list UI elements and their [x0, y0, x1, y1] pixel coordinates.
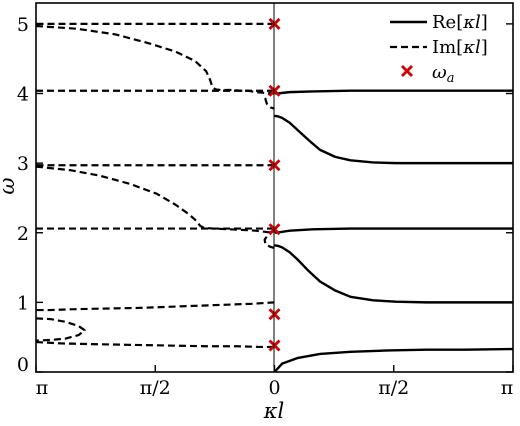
re-branch-1: [274, 244, 513, 304]
im-branch-10: [35, 165, 275, 234]
legend: Re[κl] Im[κl] ωa: [390, 12, 488, 86]
x-tick-label-3: π/2: [378, 377, 409, 399]
x-tick-label-0: π: [36, 377, 49, 399]
y-tick-label-4: 4: [17, 84, 29, 106]
legend-entry-re: Re[κl]: [390, 12, 488, 33]
x-tick-label-4: π: [501, 377, 514, 399]
y-tick-label-3: 3: [17, 153, 29, 175]
x-tick-label-1: π/2: [140, 377, 171, 399]
legend-omega-var: ω: [432, 62, 447, 83]
y-tick-label-5: 5: [17, 14, 29, 36]
x-axis-label: κl: [263, 399, 285, 423]
x-tick-label-2: 0: [268, 377, 280, 399]
y-tick-label-1: 1: [17, 292, 29, 314]
y-tick-label-2: 2: [17, 223, 29, 245]
im-branch-14: [35, 317, 86, 342]
legend-im-end: ]: [481, 37, 488, 58]
re-branch-3: [274, 114, 513, 165]
axis-ticks: [35, 23, 514, 373]
legend-re-var: κl: [462, 12, 481, 33]
legend-entry-omega-a: ωa: [401, 62, 454, 86]
legend-re-end: ]: [481, 12, 488, 33]
re-branch-0: [273, 347, 514, 373]
im-branch-15: [35, 340, 275, 349]
legend-im-main: Im[: [432, 37, 463, 58]
im-branch-13: [36, 301, 275, 312]
legend-label-re: Re[κl]: [432, 12, 488, 33]
y-axis-label: ω̄: [0, 177, 19, 194]
y-tick-label-0: 0: [17, 354, 29, 376]
legend-label-im: Im[κl]: [432, 37, 488, 58]
legend-label-omega-a: ωa: [432, 62, 454, 86]
legend-entry-im: Im[κl]: [390, 37, 488, 58]
legend-re-main: Re[: [432, 12, 463, 33]
legend-marker-cross-icon: [401, 65, 413, 77]
legend-omega-sub: a: [447, 71, 455, 86]
legend-im-var: κl: [462, 37, 481, 58]
